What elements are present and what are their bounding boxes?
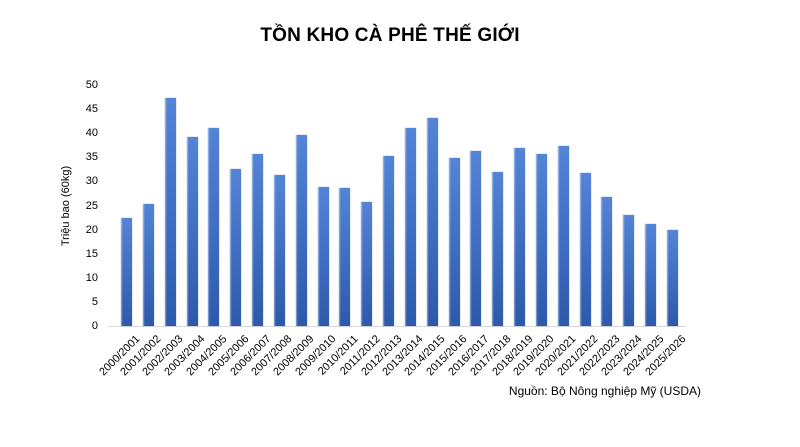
y-axis-tick-label: 5 <box>91 295 98 308</box>
chart-bar <box>623 215 635 326</box>
chart-bar <box>448 157 460 326</box>
chart-bar <box>470 150 482 326</box>
chart-bar <box>383 155 395 326</box>
y-axis-tick-label: 30 <box>85 175 98 188</box>
chart-bar <box>295 135 307 326</box>
chart-bar <box>514 148 526 326</box>
chart-bar <box>426 118 438 326</box>
chart-bar <box>645 224 657 326</box>
y-axis-tick-label: 35 <box>85 151 98 164</box>
source-note: Nguồn: Bộ Nông nghiệp Mỹ (USDA) <box>508 384 701 398</box>
chart-title: TỒN KHO CÀ PHÊ THẾ GIỚI <box>260 25 520 46</box>
chart-bar <box>601 196 613 326</box>
chart-bar <box>208 128 220 326</box>
chart-bar <box>252 153 264 326</box>
chart-bar <box>186 136 198 326</box>
y-axis-tick-label: 0 <box>91 320 98 332</box>
y-axis-tick-label: 40 <box>85 127 98 140</box>
chart-bar <box>535 153 547 326</box>
chart-bar <box>142 204 154 326</box>
chart-bar <box>492 172 504 326</box>
y-axis-tick-label: 25 <box>85 199 98 212</box>
y-axis-tick-label: 15 <box>85 247 98 260</box>
chart-bar <box>557 145 569 326</box>
chart-bar <box>404 128 416 326</box>
chart-bar <box>164 98 176 326</box>
chart-bar <box>361 201 373 326</box>
chart-bar <box>317 187 329 326</box>
chart-bar <box>667 229 678 326</box>
y-axis-tick-label: 10 <box>85 271 98 284</box>
chart-bar <box>339 188 351 326</box>
x-axis-line <box>108 326 686 327</box>
y-axis-tick-label: 45 <box>85 103 98 116</box>
y-axis-tick-label: 50 <box>85 79 98 91</box>
chart-bar <box>121 218 132 326</box>
chart-bar <box>230 168 242 326</box>
chart-bar <box>273 174 285 326</box>
y-axis-tick-label: 20 <box>85 223 98 236</box>
chart-bar <box>579 172 591 326</box>
